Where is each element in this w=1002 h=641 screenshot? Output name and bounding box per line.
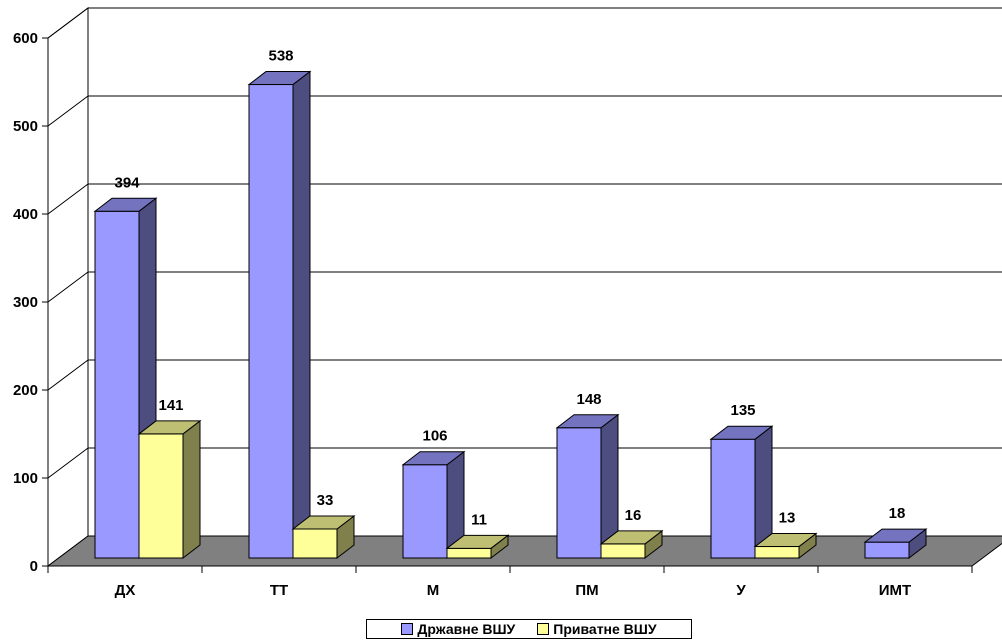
x-tick-label: У [736,582,746,599]
gridline-side [47,447,89,479]
gridline-side [47,359,89,391]
bar-top-0-3 [555,414,620,429]
bar-0-5 [864,541,910,559]
bar-top-0-1 [247,71,312,86]
bar-0-4 [710,438,756,559]
bar-1-1 [292,528,338,559]
x-tick-label: ИМТ [879,582,911,599]
legend-label-private: Приватне ВШУ [553,621,657,637]
x-tick-label: ПМ [575,582,598,599]
bar-side-1-0 [182,419,201,560]
bar-0-0 [94,210,140,559]
data-label-0-3: 148 [576,391,601,408]
gridline-side [47,95,89,127]
bar-1-0 [138,433,184,559]
data-label-0-4: 135 [730,402,755,419]
legend-item-state: Државне ВШУ [401,621,515,637]
bar-0-3 [556,427,602,559]
y-tick-label: 200 [13,382,38,399]
bar-1-3 [600,543,646,559]
bar-top-0-5 [863,528,928,543]
bar-1-4 [754,546,800,559]
bar-top-1-0 [137,420,202,435]
y-tick-label: 100 [13,470,38,487]
legend: Државне ВШУ Приватне ВШУ [366,619,692,639]
bar-top-0-4 [709,425,774,440]
data-label-0-0: 394 [114,174,140,191]
bar-0-2 [402,464,448,559]
bar-top-1-2 [445,534,510,549]
data-label-1-0: 141 [158,397,183,414]
data-label-1-2: 11 [471,511,487,528]
y-tick-label: 400 [13,206,38,223]
y-tick-label: 300 [13,294,38,311]
bar-top-0-2 [401,451,466,466]
data-label-0-1: 538 [268,48,293,65]
gridline-side [47,271,89,303]
legend-item-private: Приватне ВШУ [537,621,657,637]
y-tick-label: 600 [13,30,38,47]
legend-swatch-state [401,623,414,635]
bar-top-0-0 [93,197,158,212]
data-label-1-3: 16 [625,507,642,524]
x-tick-label: ДХ [115,582,136,599]
x-tick-label: М [427,582,440,599]
bar-side-0-1 [292,70,311,560]
x-tick-label: ТТ [270,582,288,599]
legend-swatch-private [537,623,550,635]
gridline-side [47,183,89,215]
gridline-side [47,7,89,39]
bar-top-1-4 [753,533,818,548]
y-tick-label: 0 [30,558,38,575]
legend-label-state: Државне ВШУ [417,621,516,637]
bar-1-2 [446,547,492,559]
data-label-0-5: 18 [889,505,906,522]
data-label-0-2: 106 [422,428,447,445]
bar-top-1-1 [291,515,356,530]
bar-top-1-3 [599,530,664,545]
y-tick-label: 500 [13,118,38,135]
data-label-1-4: 13 [779,510,796,527]
data-label-1-1: 33 [317,492,334,509]
bar-0-1 [248,84,294,559]
